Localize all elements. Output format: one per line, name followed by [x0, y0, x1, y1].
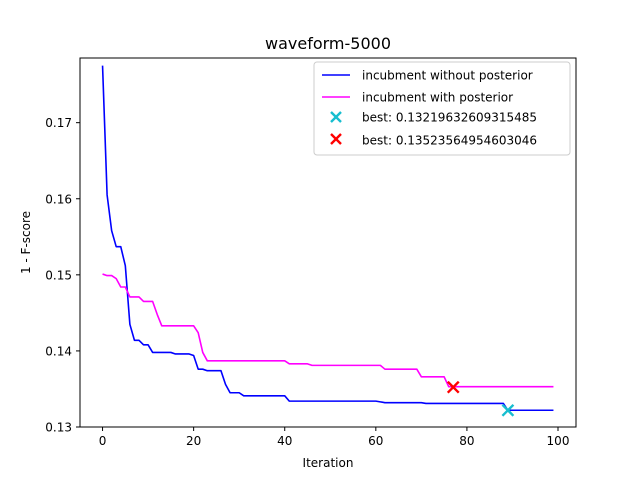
x-tick-label: 60	[368, 434, 383, 448]
x-tick-label: 0	[99, 434, 107, 448]
legend-label-without-posterior: incubment without posterior	[362, 69, 533, 83]
legend-label-best-without-posterior: best: 0.13219632609315485	[362, 111, 537, 125]
chart-title: waveform-5000	[265, 34, 391, 53]
y-tick-label: 0.16	[45, 192, 72, 206]
series-line-with-posterior	[102, 273, 554, 388]
marker-layer	[446, 380, 515, 417]
axes-frame	[79, 57, 577, 428]
legend-frame	[313, 61, 571, 156]
legend: incubment without posterior incubment wi…	[313, 61, 571, 156]
x-tick-label: 80	[459, 434, 474, 448]
x-tick-label: 20	[186, 434, 201, 448]
y-tick-label: 0.14	[45, 344, 72, 358]
y-tick-label: 0.13	[45, 421, 72, 435]
legend-label-with-posterior: incubment with posterior	[362, 91, 513, 105]
x-axis-label: Iteration	[303, 456, 354, 470]
y-axis: 0.13 0.14 0.15 0.16 0.17	[45, 116, 80, 435]
x-tick-label: 100	[547, 434, 570, 448]
y-tick-label: 0.17	[45, 116, 72, 130]
series-layer	[101, 65, 554, 412]
x-axis: 0 20 40 60 80 100	[99, 427, 570, 448]
x-tick-label: 40	[277, 434, 292, 448]
best-marker-with-posterior	[446, 380, 460, 394]
legend-marker-best-without-posterior	[330, 111, 342, 123]
plot-area	[101, 65, 554, 417]
series-line-without-posterior	[101, 65, 554, 412]
legend-label-best-with-posterior: best: 0.13523564954603046	[362, 134, 537, 148]
legend-marker-best-with-posterior	[330, 133, 342, 145]
best-marker-without-posterior	[501, 403, 515, 417]
y-axis-label: 1 - F-score	[19, 211, 33, 274]
y-tick-label: 0.15	[45, 268, 72, 282]
